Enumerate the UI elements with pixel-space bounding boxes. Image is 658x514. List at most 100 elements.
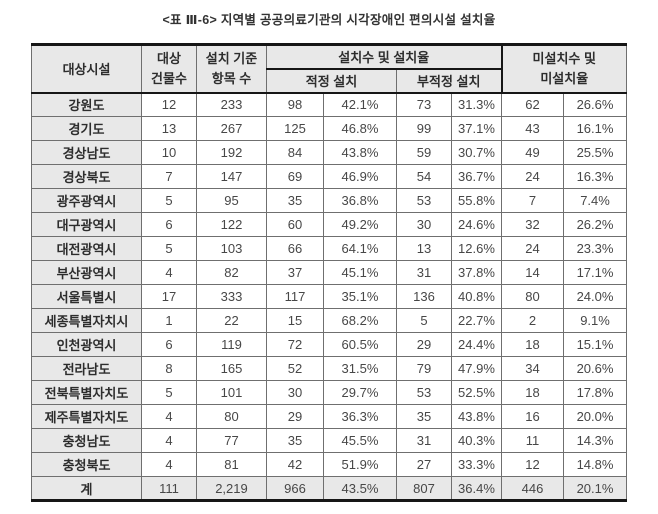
region-cell: 세종특별자치시 <box>30 308 142 333</box>
proper-rate-cell: 36.8% <box>322 188 397 213</box>
table-row: 제주특별자치도 4 80 29 36.3% 35 43.8% 16 20.0% <box>30 404 628 429</box>
header-criteria-items: 설치 기준 항목 수 <box>195 44 267 94</box>
improper-rate-cell: 55.8% <box>450 188 503 213</box>
header-not-installed-line2: 미설치율 <box>540 70 589 86</box>
proper-rate-cell: 51.9% <box>322 452 397 477</box>
improper-count-cell: 73 <box>395 92 452 117</box>
region-cell: 경상남도 <box>30 140 142 165</box>
facility-install-table: 대상시설 대상 건물수 설치 기준 항목 수 설치수 및 설치율 미설치수 및 … <box>30 43 628 502</box>
improper-count-cell: 5 <box>395 308 452 333</box>
header-improper-install: 부적정 설치 <box>395 68 503 94</box>
table-row: 충청북도 4 81 42 51.9% 27 33.3% 12 14.8% <box>30 452 628 477</box>
proper-rate-cell: 64.1% <box>322 236 397 261</box>
improper-count-cell: 35 <box>395 404 452 429</box>
table-row: 경상남도 10 192 84 43.8% 59 30.7% 49 25.5% <box>30 140 628 165</box>
improper-count-cell: 54 <box>395 164 452 189</box>
criteria-items-cell: 2,219 <box>195 476 267 501</box>
target-buildings-cell: 5 <box>140 236 197 261</box>
proper-count-cell: 29 <box>265 404 324 429</box>
not-installed-rate-cell: 14.8% <box>562 452 628 477</box>
criteria-items-cell: 82 <box>195 260 267 285</box>
not-installed-count-cell: 49 <box>501 140 564 165</box>
not-installed-count-cell: 34 <box>501 356 564 381</box>
proper-rate-cell: 31.5% <box>322 356 397 381</box>
proper-count-cell: 37 <box>265 260 324 285</box>
region-cell: 서울특별시 <box>30 284 142 309</box>
not-installed-count-cell: 18 <box>501 332 564 357</box>
not-installed-count-cell: 24 <box>501 236 564 261</box>
improper-count-cell: 31 <box>395 260 452 285</box>
proper-rate-cell: 42.1% <box>322 92 397 117</box>
criteria-items-cell: 119 <box>195 332 267 357</box>
not-installed-count-cell: 80 <box>501 284 564 309</box>
region-cell: 제주특별자치도 <box>30 404 142 429</box>
proper-rate-cell: 60.5% <box>322 332 397 357</box>
region-cell: 광주광역시 <box>30 188 142 213</box>
improper-rate-cell: 33.3% <box>450 452 503 477</box>
proper-count-cell: 35 <box>265 188 324 213</box>
region-cell: 전북특별자치도 <box>30 380 142 405</box>
proper-rate-cell: 45.1% <box>322 260 397 285</box>
proper-count-cell: 35 <box>265 428 324 453</box>
region-cell: 인천광역시 <box>30 332 142 357</box>
table-header: 대상시설 대상 건물수 설치 기준 항목 수 설치수 및 설치율 미설치수 및 … <box>30 44 628 94</box>
improper-rate-cell: 37.1% <box>450 116 503 141</box>
improper-rate-cell: 47.9% <box>450 356 503 381</box>
improper-rate-cell: 24.6% <box>450 212 503 237</box>
proper-rate-cell: 45.5% <box>322 428 397 453</box>
improper-rate-cell: 36.7% <box>450 164 503 189</box>
table-row: 전라남도 8 165 52 31.5% 79 47.9% 34 20.6% <box>30 356 628 381</box>
not-installed-rate-cell: 17.8% <box>562 380 628 405</box>
proper-rate-cell: 46.9% <box>322 164 397 189</box>
improper-count-cell: 136 <box>395 284 452 309</box>
region-cell: 경상북도 <box>30 164 142 189</box>
improper-count-cell: 13 <box>395 236 452 261</box>
proper-count-cell: 66 <box>265 236 324 261</box>
table-row: 세종특별자치시 1 22 15 68.2% 5 22.7% 2 9.1% <box>30 308 628 333</box>
improper-rate-cell: 52.5% <box>450 380 503 405</box>
proper-count-cell: 98 <box>265 92 324 117</box>
improper-rate-cell: 24.4% <box>450 332 503 357</box>
not-installed-count-cell: 32 <box>501 212 564 237</box>
not-installed-count-cell: 14 <box>501 260 564 285</box>
table-row: 강원도 12 233 98 42.1% 73 31.3% 62 26.6% <box>30 92 628 117</box>
document-page: <표 Ⅲ-6> 지역별 공공의료기관의 시각장애인 편의시설 설치율 대상시설 … <box>30 13 628 502</box>
proper-count-cell: 72 <box>265 332 324 357</box>
not-installed-rate-cell: 14.3% <box>562 428 628 453</box>
not-installed-rate-cell: 26.2% <box>562 212 628 237</box>
proper-count-cell: 966 <box>265 476 324 501</box>
target-buildings-cell: 6 <box>140 332 197 357</box>
not-installed-count-cell: 12 <box>501 452 564 477</box>
not-installed-rate-cell: 7.4% <box>562 188 628 213</box>
not-installed-rate-cell: 20.1% <box>562 476 628 501</box>
criteria-items-cell: 81 <box>195 452 267 477</box>
improper-count-cell: 30 <box>395 212 452 237</box>
table-body: 강원도 12 233 98 42.1% 73 31.3% 62 26.6% 경기도 13 267 125… <box>30 92 628 501</box>
proper-count-cell: 117 <box>265 284 324 309</box>
improper-count-cell: 807 <box>395 476 452 501</box>
proper-rate-cell: 36.3% <box>322 404 397 429</box>
proper-count-cell: 15 <box>265 308 324 333</box>
target-buildings-cell: 17 <box>140 284 197 309</box>
proper-rate-cell: 35.1% <box>322 284 397 309</box>
not-installed-rate-cell: 24.0% <box>562 284 628 309</box>
improper-rate-cell: 31.3% <box>450 92 503 117</box>
target-buildings-cell: 4 <box>140 260 197 285</box>
improper-count-cell: 53 <box>395 188 452 213</box>
proper-rate-cell: 43.5% <box>322 476 397 501</box>
not-installed-rate-cell: 23.3% <box>562 236 628 261</box>
target-buildings-cell: 6 <box>140 212 197 237</box>
table-row: 전북특별자치도 5 101 30 29.7% 53 52.5% 18 17.8% <box>30 380 628 405</box>
improper-count-cell: 29 <box>395 332 452 357</box>
not-installed-count-cell: 62 <box>501 92 564 117</box>
target-buildings-cell: 111 <box>140 476 197 501</box>
proper-count-cell: 52 <box>265 356 324 381</box>
target-buildings-cell: 4 <box>140 404 197 429</box>
criteria-items-cell: 101 <box>195 380 267 405</box>
improper-rate-cell: 40.3% <box>450 428 503 453</box>
region-cell: 강원도 <box>30 92 142 117</box>
target-buildings-cell: 4 <box>140 452 197 477</box>
table-row: 경상북도 7 147 69 46.9% 54 36.7% 24 16.3% <box>30 164 628 189</box>
header-not-installed-line1: 미설치수 및 <box>532 51 596 67</box>
criteria-items-cell: 103 <box>195 236 267 261</box>
